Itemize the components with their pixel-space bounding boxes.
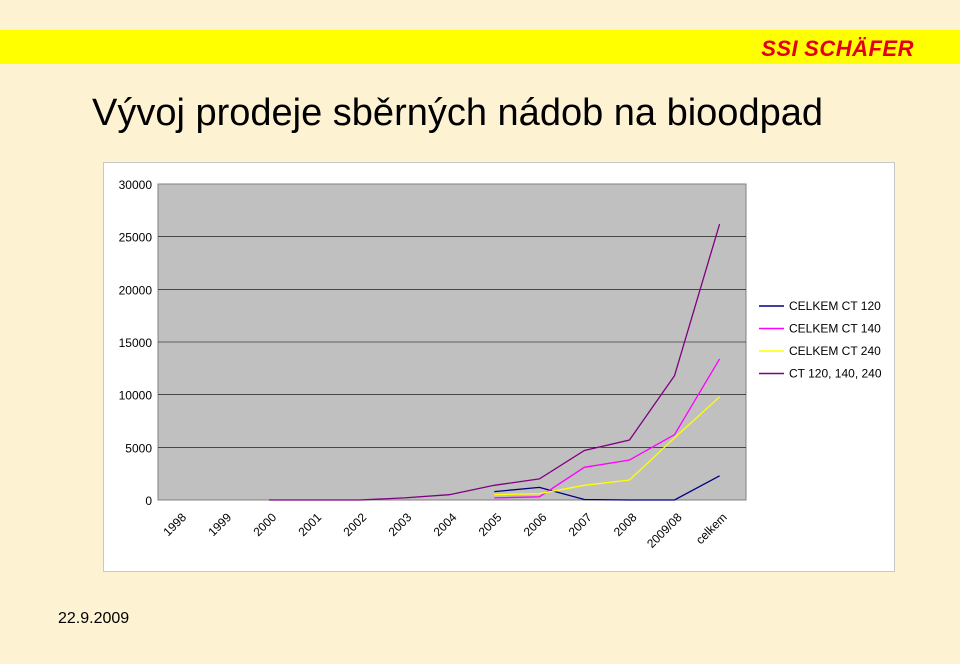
slide-date: 22.9.2009 (58, 610, 130, 627)
y-tick-label: 25000 (119, 231, 153, 245)
legend-entry-3: CELKEM CT 240 (789, 344, 881, 358)
x-tick-label: celkem (693, 510, 730, 547)
x-tick-label: 2007 (566, 510, 595, 539)
x-tick-label: 2001 (295, 510, 324, 539)
x-tick-label: 2002 (341, 510, 370, 539)
series-line-2 (494, 358, 721, 499)
header-band (0, 30, 960, 64)
slide-title: Vývoj prodeje sběrných nádob na bioodpad (92, 92, 823, 134)
x-tick-label: 2000 (250, 510, 279, 539)
company-logo: SSI SCHÄFER (761, 36, 914, 62)
x-tick-label: 1999 (205, 510, 234, 539)
logo-part-schafer: SCHÄFER (804, 36, 914, 61)
chart-container: 0 5000 10000 15000 20000 25000 30000 1998 1999 20… (103, 162, 895, 572)
x-tick-label: 1998 (160, 510, 189, 539)
x-tick-label: 2004 (431, 510, 460, 539)
y-tick-label: 30000 (119, 178, 153, 192)
y-tick-label: 10000 (119, 389, 153, 403)
x-tick-label: 2006 (521, 510, 550, 539)
y-tick-label: 20000 (119, 283, 153, 297)
line-chart: 0 5000 10000 15000 20000 25000 30000 1998 1999 20… (119, 178, 882, 551)
x-tick-label: 2009/08 (644, 510, 685, 551)
y-tick-label: 15000 (119, 336, 153, 350)
x-tick-label: 2005 (476, 510, 505, 539)
y-tick-label: 0 (145, 494, 152, 508)
legend-entry-4: CT 120, 140, 240 (789, 367, 882, 381)
series-line-3 (494, 396, 721, 496)
x-tick-label: 2003 (386, 510, 415, 539)
legend-entry-2: CELKEM CT 140 (789, 322, 881, 336)
logo-part-ssi: SSI (761, 36, 799, 61)
legend-entry-1: CELKEM CT 120 (789, 299, 881, 313)
series-line-1 (494, 475, 720, 501)
series-line-4 (269, 223, 721, 501)
y-tick-label: 5000 (125, 441, 152, 455)
x-tick-label: 2008 (611, 510, 640, 539)
